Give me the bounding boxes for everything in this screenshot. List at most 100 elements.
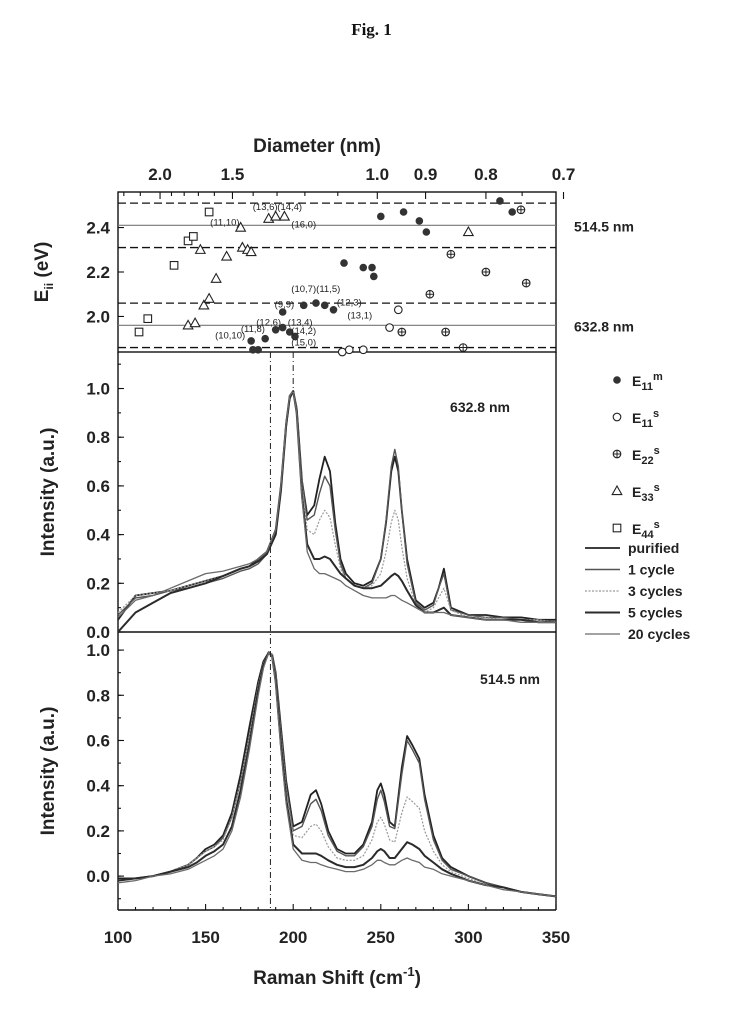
marker-filled	[261, 335, 269, 343]
diameter-tick-label: 2.0	[148, 165, 172, 184]
bot-ytick-label: 1.0	[86, 641, 110, 660]
xtick-label: 150	[191, 928, 219, 947]
data-point-E11s	[345, 346, 353, 354]
chirality-label: (11,5)	[316, 284, 340, 295]
top-ytick-label: 2.4	[86, 219, 110, 238]
data-point-E11m	[368, 264, 376, 272]
diameter-tick-label: 0.8	[474, 165, 498, 184]
data-point-E11m	[416, 217, 424, 225]
data-point-E33s	[196, 245, 206, 254]
marker-filled	[340, 259, 348, 267]
mid-series-5-cycles	[118, 391, 556, 632]
top-axis-title: Diameter (nm)	[253, 136, 381, 157]
data-point-E44s	[135, 328, 143, 336]
data-point-E11m	[423, 228, 431, 236]
xtick-label: 350	[542, 928, 570, 947]
diameter-tick-label: 1.5	[221, 165, 245, 184]
marker-open	[338, 348, 346, 356]
legend-entry: E11m	[632, 371, 663, 393]
marker-square	[190, 233, 198, 241]
chirality-label: (9,9)	[275, 300, 295, 311]
marker-filled	[359, 264, 367, 272]
marker-filled	[321, 302, 329, 310]
marker-filled	[400, 208, 408, 216]
legend-entry: E11s	[632, 408, 659, 430]
mid-panel-label: 632.8 nm	[450, 399, 510, 415]
diameter-tick-label: 1.0	[365, 165, 389, 184]
marker-triangle	[222, 251, 232, 260]
bot-ytick-label: 0.8	[86, 686, 110, 705]
marker-open	[386, 324, 394, 332]
top-ytick-label: 2.2	[86, 263, 110, 282]
data-point-E11m	[400, 208, 408, 216]
data-point-E11s	[395, 306, 403, 314]
legend-entry: E44s	[632, 519, 660, 541]
data-point-E22s	[482, 268, 490, 276]
data-point-E11m	[312, 299, 320, 307]
bot-y-axis-title: Intensity (a.u.)	[38, 707, 59, 836]
laser-line-label: 632.8 nm	[574, 318, 634, 334]
bot-series-5-cycles	[118, 652, 556, 896]
marker-open	[395, 306, 403, 314]
marker-filled	[508, 208, 516, 216]
marker-filled	[613, 376, 621, 384]
legend-label: 5 cycles	[628, 605, 683, 621]
data-point-E22s	[426, 290, 434, 298]
data-point-E11m	[496, 197, 504, 205]
chirality-label: (14,2)	[291, 326, 316, 337]
marker-open	[613, 413, 621, 421]
chirality-label: (15,0)	[291, 337, 316, 348]
marker-filled	[300, 302, 308, 310]
data-point-E11m	[247, 337, 255, 345]
mid-ytick-label: 0.4	[86, 526, 110, 545]
xtick-label: 300	[454, 928, 482, 947]
bot-ytick-label: 0.0	[86, 867, 110, 886]
chirality-label: (10,10)	[215, 331, 245, 342]
bot-ytick-label: 0.2	[86, 822, 110, 841]
chirality-label: (12,3)	[337, 297, 362, 308]
data-point-E11m	[340, 259, 348, 267]
marker-triangle	[612, 486, 622, 495]
chirality-label: (13,1)	[347, 311, 372, 322]
xtick-label: 200	[279, 928, 307, 947]
bot-series-3-cycles	[118, 652, 556, 896]
data-point-E11m	[508, 208, 516, 216]
data-point-E33s	[204, 294, 214, 303]
data-point-E11s	[359, 346, 367, 354]
marker-open	[345, 346, 353, 354]
mid-ytick-label: 0.8	[86, 428, 110, 447]
legend-label: 1 cycle	[628, 562, 675, 578]
data-point-E44s	[190, 233, 198, 241]
data-point-E11s	[386, 324, 394, 332]
mid-ytick-label: 0.0	[86, 623, 110, 642]
mid-y-axis-title: Intensity (a.u.)	[38, 428, 59, 557]
marker-filled	[377, 213, 385, 221]
top-y-axis-title: Eii (eV)	[32, 242, 56, 303]
marker-filled	[249, 346, 257, 354]
data-point-E22s	[398, 328, 406, 336]
chirality-label: (10,7)	[291, 284, 316, 295]
marker-square	[205, 208, 213, 216]
data-point-E22s	[442, 328, 450, 336]
marker-filled	[370, 273, 378, 281]
data-point-E11m	[359, 264, 367, 272]
legend-marker	[613, 376, 621, 384]
data-point-E11m	[377, 213, 385, 221]
marker-triangle	[190, 318, 200, 327]
marker-filled	[423, 228, 431, 236]
data-point-E11m	[300, 302, 308, 310]
data-point-E33s	[222, 251, 232, 260]
marker-triangle	[196, 245, 206, 254]
data-point-E11m	[370, 273, 378, 281]
xtick-label: 250	[367, 928, 395, 947]
bot-series-purified	[118, 652, 556, 896]
legend-marker	[612, 486, 622, 495]
legend-marker	[613, 524, 621, 532]
marker-square	[135, 328, 143, 336]
mid-ytick-label: 0.2	[86, 574, 110, 593]
data-point-E22s	[517, 206, 525, 214]
chirality-label: (13,6)	[253, 202, 278, 213]
data-point-E11m	[261, 335, 269, 343]
top-ytick-label: 2.0	[86, 307, 110, 326]
